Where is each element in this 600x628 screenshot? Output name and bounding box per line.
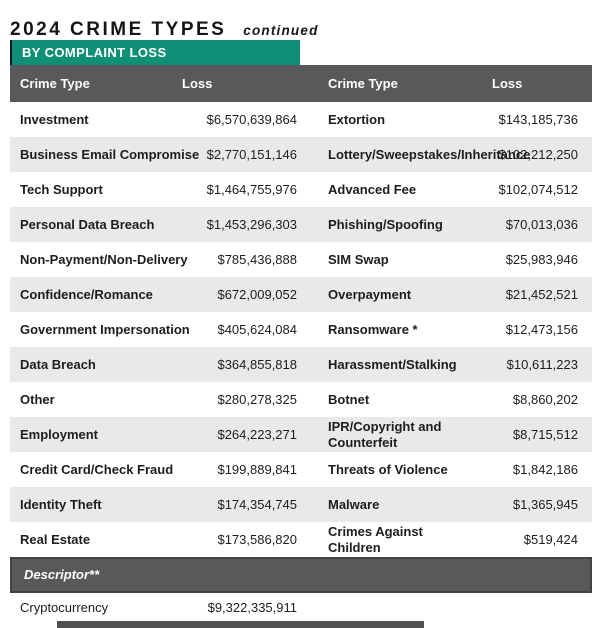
- loss-cell-right: $102,212,250: [498, 146, 578, 162]
- crime-type-cell-left: Government Impersonation: [20, 321, 190, 337]
- crime-type-cell-left: Data Breach: [20, 356, 96, 372]
- crime-type-cell-right: Ransomware *: [328, 321, 418, 337]
- crime-type-cell-right: Threats of Violence: [328, 461, 448, 477]
- table-row: Non-Payment/Non-Delivery $785,436,888 SI…: [10, 242, 592, 277]
- table-row: Data Breach $364,855,818 Harassment/Stal…: [10, 347, 592, 382]
- crime-type-cell-left: Identity Theft: [20, 496, 102, 512]
- crime-type-cell-right: Harassment/Stalking: [328, 356, 457, 372]
- table-row: Investment $6,570,639,864 Extortion $143…: [10, 102, 592, 137]
- crime-type-cell-right: Malware: [328, 496, 380, 512]
- loss-cell-right: $12,473,156: [505, 321, 578, 337]
- table-row: Tech Support $1,464,755,976 Advanced Fee…: [10, 172, 592, 207]
- crime-type-cell: Cryptocurrency: [20, 600, 109, 615]
- loss-cell-left: $2,770,151,146: [206, 146, 297, 162]
- loss-cell-left: $672,009,052: [217, 286, 297, 302]
- loss-cell-left: $280,278,325: [217, 391, 297, 407]
- loss-cell-left: $173,586,820: [217, 531, 297, 547]
- page-title-text: 2024 CRIME TYPES: [10, 19, 227, 40]
- table-row: Business Email Compromise $2,770,151,146…: [10, 137, 592, 172]
- table-row-cryptocurrency: Cryptocurrency $9,322,335,911: [10, 593, 592, 623]
- loss-cell-right: $519,424: [523, 531, 578, 547]
- crime-type-cell-left: Business Email Compromise: [20, 146, 200, 162]
- crime-type-cell-left: Credit Card/Check Fraud: [20, 461, 174, 477]
- table-row: Other $280,278,325 Botnet $8,860,202: [10, 382, 592, 417]
- descriptor-section-bar: Descriptor**: [10, 557, 592, 593]
- crime-type-cell-left: Personal Data Breach: [20, 216, 155, 232]
- loss-cell-right: $25,983,946: [505, 251, 578, 267]
- page-title: 2024 CRIME TYPES continued: [10, 6, 319, 43]
- crime-type-cell-right: IPR/Copyright and Counterfeit: [328, 418, 442, 450]
- loss-cell-right: $102,074,512: [498, 181, 578, 197]
- loss-cell-left: $6,570,639,864: [206, 111, 297, 127]
- crime-type-cell-left: Investment: [20, 111, 89, 127]
- complaint-loss-table: Crime Type Loss Crime Type Loss Investme…: [10, 65, 592, 623]
- loss-cell-left: $405,624,084: [217, 321, 297, 337]
- loss-cell: $9,322,335,911: [207, 600, 297, 615]
- table-row: Government Impersonation $405,624,084 Ra…: [10, 312, 592, 347]
- crime-type-cell-right: Botnet: [328, 391, 370, 407]
- loss-cell-left: $264,223,271: [217, 426, 297, 442]
- table-header-row: Crime Type Loss Crime Type Loss: [10, 65, 592, 102]
- section-header-label: BY COMPLAINT LOSS: [22, 45, 167, 60]
- column-header-crime-type-left: Crime Type: [20, 75, 90, 91]
- crime-type-cell-left: Tech Support: [20, 181, 103, 197]
- page-title-continued: continued: [243, 23, 319, 38]
- loss-cell-left: $364,855,818: [217, 356, 297, 372]
- crime-type-cell-right: Phishing/Spoofing: [328, 216, 443, 232]
- section-header-by-complaint-loss: BY COMPLAINT LOSS: [10, 40, 300, 65]
- table-row: Personal Data Breach $1,453,296,303 Phis…: [10, 207, 592, 242]
- crime-type-cell-left: Other: [20, 391, 55, 407]
- loss-cell-right: $1,365,945: [512, 496, 578, 512]
- table-body: Investment $6,570,639,864 Extortion $143…: [10, 102, 592, 557]
- crime-type-cell-left: Confidence/Romance: [20, 286, 153, 302]
- loss-cell-right: $70,013,036: [505, 216, 578, 232]
- next-section-bar-cutoff: [57, 621, 424, 628]
- crime-type-cell-right: Extortion: [328, 111, 386, 127]
- loss-cell-left: $785,436,888: [217, 251, 297, 267]
- crime-type-cell-right: SIM Swap: [328, 251, 389, 267]
- loss-cell-right: $143,185,736: [498, 111, 578, 127]
- crime-type-cell-right: Advanced Fee: [328, 181, 417, 197]
- column-header-crime-type-right: Crime Type: [328, 75, 398, 91]
- table-row: Credit Card/Check Fraud $199,889,841 Thr…: [10, 452, 592, 487]
- loss-cell-right: $1,842,186: [512, 461, 578, 477]
- crime-type-cell-right: Crimes Against Children: [328, 523, 423, 555]
- crime-type-cell-left: Non-Payment/Non-Delivery: [20, 251, 188, 267]
- loss-cell-left: $1,464,755,976: [206, 181, 297, 197]
- crime-type-cell-right: Overpayment: [328, 286, 412, 302]
- loss-cell-left: $1,453,296,303: [206, 216, 297, 232]
- column-header-loss-left: Loss: [182, 75, 213, 91]
- table-row: Real Estate $173,586,820 Crimes Against …: [10, 522, 592, 557]
- loss-cell-left: $174,354,745: [217, 496, 297, 512]
- crime-type-cell-right: Lottery/Sweepstakes/Inheritance: [328, 146, 531, 162]
- table-row: Confidence/Romance $672,009,052 Overpaym…: [10, 277, 592, 312]
- loss-cell-left: $199,889,841: [217, 461, 297, 477]
- descriptor-label: Descriptor**: [24, 567, 100, 582]
- loss-cell-right: $10,611,223: [506, 356, 578, 372]
- loss-cell-right: $8,860,202: [512, 391, 578, 407]
- loss-cell-right: $21,452,521: [505, 286, 578, 302]
- column-header-loss-right: Loss: [492, 75, 523, 91]
- table-row: Identity Theft $174,354,745 Malware $1,3…: [10, 487, 592, 522]
- table-row: Employment $264,223,271 IPR/Copyright an…: [10, 417, 592, 452]
- crime-type-cell-left: Real Estate: [20, 531, 91, 547]
- loss-cell-right: $8,715,512: [512, 426, 578, 442]
- crime-type-cell-left: Employment: [20, 426, 99, 442]
